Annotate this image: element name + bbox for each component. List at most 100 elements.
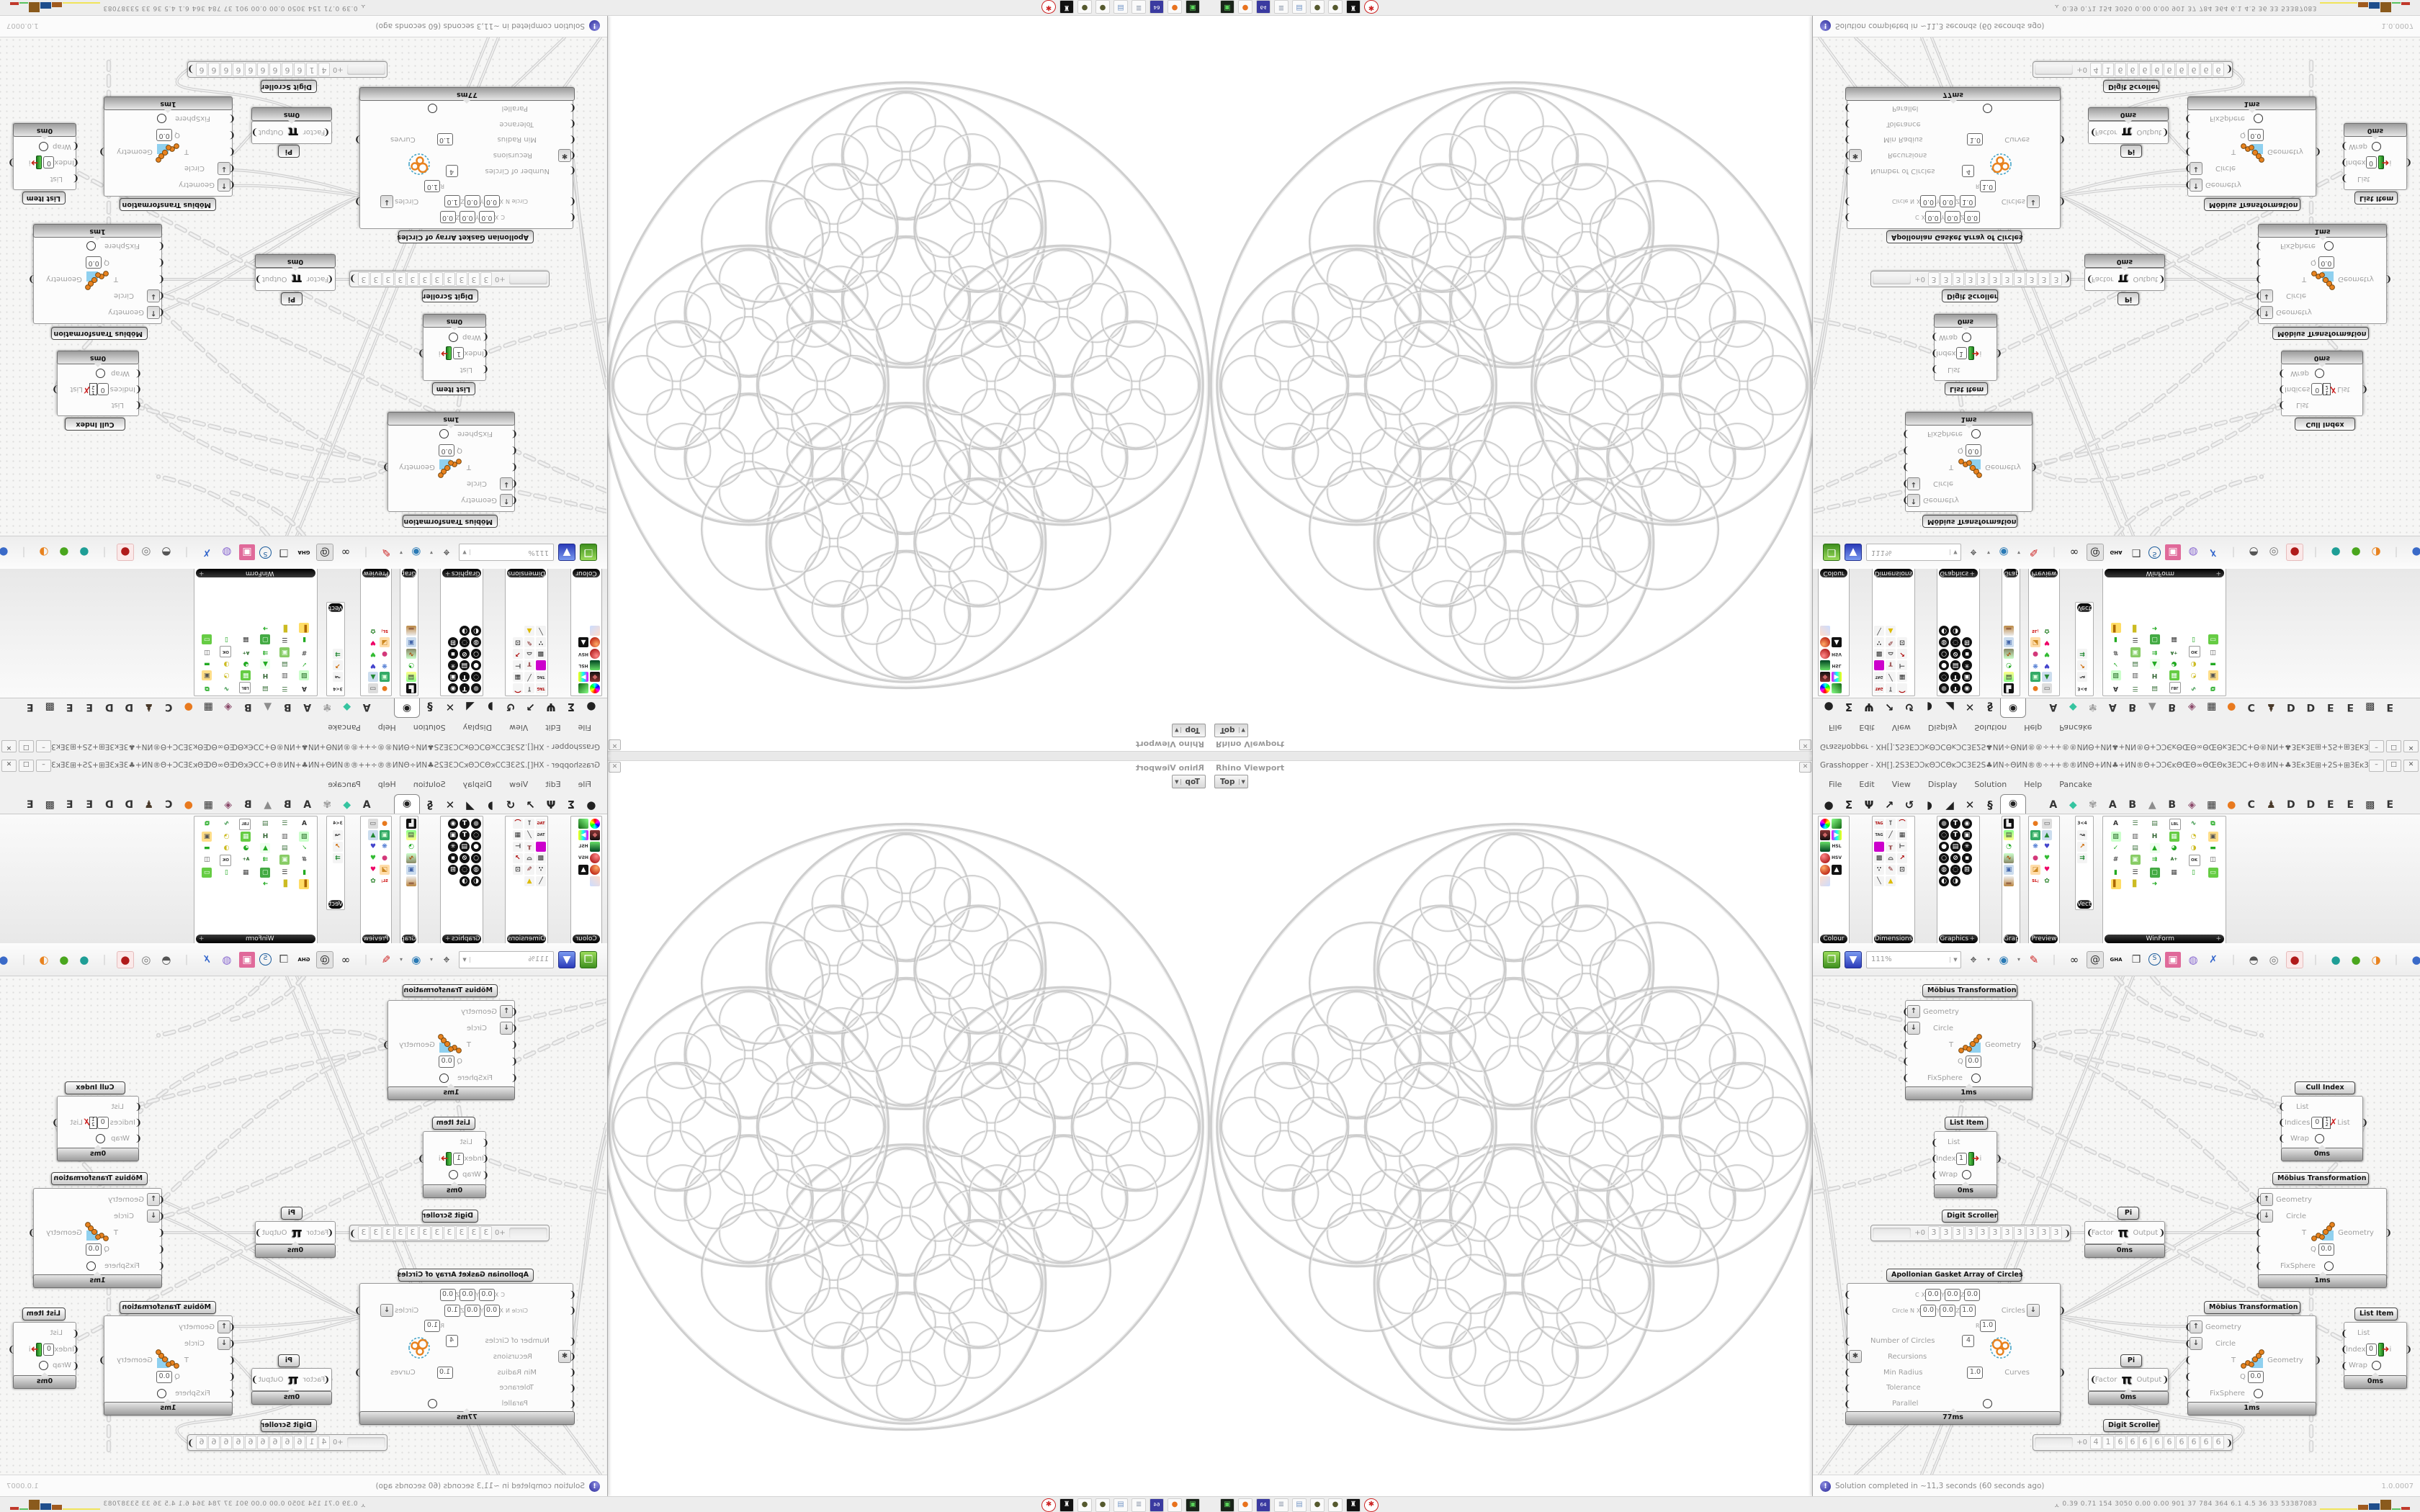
chevron-down-icon[interactable]: ▼: [460, 956, 470, 963]
digit-cell[interactable]: 3: [444, 272, 455, 286]
panel-icon[interactable]: ▙: [406, 683, 416, 693]
digit-cell[interactable]: 3: [358, 272, 369, 286]
category-tab-icon[interactable]: ●: [586, 701, 596, 714]
category-tab-icon[interactable]: ✕: [1965, 798, 1975, 811]
panel-icon[interactable]: ▣: [202, 832, 212, 842]
panel-icon[interactable]: ◌: [1939, 672, 1949, 682]
panel-icon[interactable]: ╥: [1886, 842, 1896, 852]
panel-icon[interactable]: ⌒: [1897, 683, 1907, 693]
camo-icon[interactable]: ●: [1077, 0, 1092, 14]
component-list-item[interactable]: ❨ List ❨ Index 1 ➜ i ❩ ❨ Wrap: [418, 326, 489, 381]
panel-label[interactable]: Grap...: [402, 569, 416, 577]
panel-icon[interactable]: ◪: [380, 637, 390, 647]
panel-icon[interactable]: ◍: [1939, 637, 1949, 647]
panel-icon[interactable]: ∿: [406, 649, 416, 659]
panel-icon[interactable]: ▣: [2208, 670, 2218, 680]
plugin-tab-icon[interactable]: ▲: [2148, 701, 2156, 713]
menu-item[interactable]: File: [578, 779, 591, 789]
scroller-track[interactable]: [1873, 1228, 1912, 1238]
title-bar[interactable]: Grasshopper - XH[].2S3EƆƆĸΘƆCΘĸƆC3E2S♣ИN…: [0, 756, 607, 775]
panel-icon[interactable]: ✓: [299, 659, 310, 669]
panel-icon[interactable]: ●: [471, 842, 481, 852]
digit-cell[interactable]: 6: [220, 1436, 232, 1449]
panel-icon[interactable]: ⊺: [1886, 819, 1896, 829]
close-button[interactable]: ✕: [1, 740, 17, 753]
digit-cell[interactable]: 3: [1977, 272, 1989, 286]
panel-icon[interactable]: ⊺: [524, 683, 534, 693]
dropdown-caret[interactable]: ▾: [430, 955, 434, 963]
plugin-tab-icon[interactable]: ●: [184, 799, 193, 811]
digit-cell[interactable]: 1: [306, 1436, 318, 1449]
component-pi[interactable]: ❨ Factor π Output ❩: [2088, 121, 2169, 144]
open-file-icon[interactable]: ❐: [1823, 950, 1840, 968]
panel-icon[interactable]: [590, 819, 600, 829]
zoom-level-input[interactable]: 111% ▼: [459, 544, 554, 562]
panel-icon[interactable]: T: [1950, 672, 1960, 682]
wires-icon[interactable]: ✗: [2209, 546, 2218, 559]
panel-icon[interactable]: ▌: [299, 879, 310, 889]
panel-icon[interactable]: ●: [380, 649, 390, 659]
category-tab-icon[interactable]: §: [427, 798, 433, 811]
panel-label[interactable]: Dimensions+: [1874, 569, 1913, 577]
panel-icon[interactable]: A: [299, 683, 310, 693]
category-tab-icon[interactable]: Ψ: [546, 701, 556, 714]
stereo-glasses-icon[interactable]: ∞: [2069, 546, 2079, 559]
category-tab-icon[interactable]: ✕: [445, 701, 455, 714]
panel-icon[interactable]: ▶: [578, 830, 588, 840]
firefox-icon[interactable]: ●: [1238, 1498, 1252, 1512]
component-label[interactable]: Pi: [2118, 292, 2139, 305]
panel-icon[interactable]: A+: [2169, 647, 2179, 657]
panel-label[interactable]: Graphics +: [1939, 935, 1978, 943]
panel-icon[interactable]: ↝: [333, 672, 343, 682]
zoom-level-input[interactable]: 111% ▼: [459, 950, 554, 968]
expand-chevron-icon[interactable]: ㅅ: [2054, 1503, 2060, 1509]
plugin-tab-icon[interactable]: ●: [2227, 701, 2236, 713]
component-label[interactable]: List Item: [2354, 1308, 2398, 1320]
component-label[interactable]: Pi: [2120, 145, 2142, 158]
panel-icon[interactable]: ◌: [1950, 637, 1960, 647]
panel-icon[interactable]: ▊: [2130, 623, 2141, 633]
panel-icon[interactable]: TAG: [536, 683, 546, 693]
panel-icon[interactable]: ⇉: [2149, 647, 2160, 657]
panel-icon[interactable]: ●: [380, 819, 390, 829]
menu-item[interactable]: Solution: [413, 723, 446, 733]
component-label[interactable]: Cull Index: [2295, 418, 2355, 431]
panel-icon[interactable]: SL;: [380, 876, 390, 886]
plugin-tab-icon[interactable]: ●: [2227, 799, 2236, 811]
package-icon[interactable]: ▣: [2165, 544, 2181, 561]
digit-cell[interactable]: 6: [282, 63, 293, 76]
panel-icon[interactable]: ◐: [1939, 626, 1949, 636]
panel-icon[interactable]: ▭: [2042, 683, 2052, 693]
panel-icon[interactable]: SL;: [2030, 876, 2040, 886]
component-label[interactable]: Pi: [278, 145, 300, 158]
panel-icon[interactable]: ◉: [1962, 819, 1972, 829]
plugin-tab-icon[interactable]: D: [2286, 799, 2295, 811]
panel-icon[interactable]: ▣: [2130, 647, 2141, 657]
panel-icon[interactable]: ╲: [1874, 626, 1884, 636]
digit-cell[interactable]: 3: [1928, 272, 1940, 286]
plugin-tab-icon[interactable]: ◆: [2069, 701, 2077, 713]
console-app-icon[interactable]: ▣: [1186, 1498, 1200, 1512]
panel-icon[interactable]: ▲: [2042, 830, 2052, 840]
menu-item[interactable]: File: [578, 723, 591, 733]
panel-icon[interactable]: ●: [2030, 819, 2040, 829]
panel-icon[interactable]: T: [1950, 683, 1960, 693]
digit-cell[interactable]: 3: [407, 1226, 418, 1240]
panel-icon[interactable]: ▤: [460, 842, 470, 852]
title-bar[interactable]: Grasshopper - XH[].2S3EƆƆĸΘƆCΘĸƆC3E2S♣ИN…: [1813, 737, 2420, 756]
panel-icon[interactable]: ╥: [524, 842, 534, 852]
panel-icon[interactable]: ▌: [299, 623, 310, 633]
panel-icon[interactable]: ◫: [2208, 647, 2218, 657]
digit-cell[interactable]: 3: [2002, 1226, 2013, 1240]
chevron-down-icon[interactable]: ▼: [1950, 549, 1960, 556]
focus-extents-icon[interactable]: ⌖: [443, 546, 450, 560]
panel-icon[interactable]: ▣: [380, 830, 390, 840]
category-tab-icon[interactable]: Ψ: [546, 798, 556, 811]
plugin-tab-icon[interactable]: ●: [184, 701, 193, 713]
panel-icon[interactable]: ▦: [241, 670, 251, 680]
component-apollonian-gasket[interactable]: ❨ C X 0.0 Y 0.0 Z 0.0 ❨ Circle N X 0.0 Y 0.0 …: [354, 1283, 576, 1416]
panel-icon[interactable]: ◔: [406, 660, 416, 670]
panel-icon[interactable]: ⊘: [460, 853, 470, 863]
panel-icon[interactable]: ✓: [2110, 659, 2121, 669]
